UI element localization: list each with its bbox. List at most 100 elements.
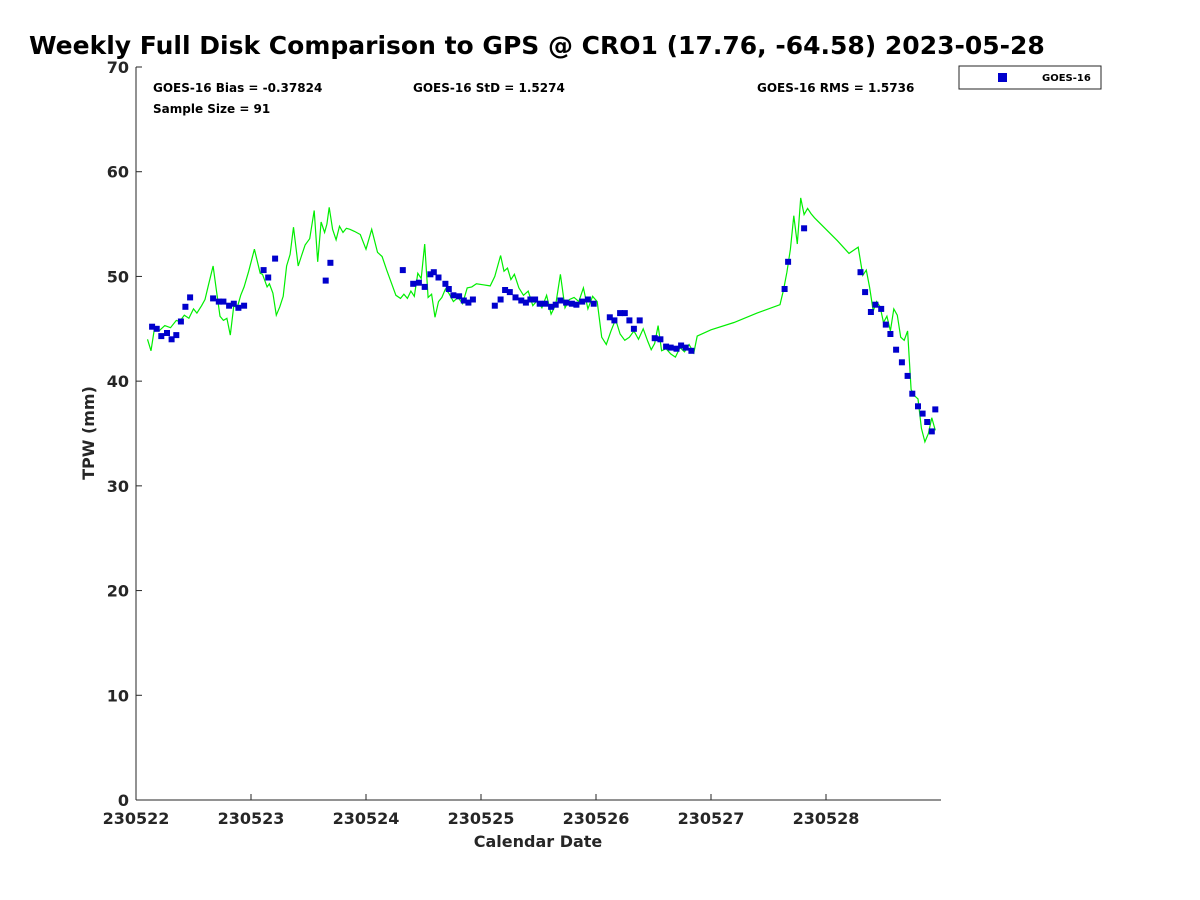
goes16-point [149, 323, 156, 330]
goes16-point [450, 292, 457, 299]
legend-marker [998, 73, 1007, 82]
legend: GOES-16 [958, 65, 1102, 90]
chart-title: Weekly Full Disk Comparison to GPS @ CRO… [29, 31, 1045, 60]
goes16-point [552, 301, 559, 308]
goes16-point [265, 274, 272, 281]
goes16-point [928, 428, 935, 435]
stat-bias: GOES-16 Bias = -0.37824 [153, 81, 322, 95]
goes16-point [173, 332, 180, 339]
goes16-scatter-series [149, 225, 939, 435]
x-tick-label: 230528 [793, 809, 860, 828]
y-tick-label: 30 [107, 477, 129, 496]
goes16-point [904, 372, 911, 379]
goes16-point [153, 325, 160, 332]
x-tick-label: 230527 [678, 809, 745, 828]
y-tick-label: 20 [107, 582, 129, 601]
goes16-point [785, 258, 792, 265]
y-tick-label: 40 [107, 372, 129, 391]
goes16-point [630, 325, 637, 332]
goes16-point [322, 277, 329, 284]
goes16-point [518, 297, 525, 304]
goes16-point [611, 317, 618, 324]
goes16-point [260, 267, 267, 274]
y-tick-label: 60 [107, 163, 129, 182]
goes16-point [182, 303, 189, 310]
goes16-point [678, 342, 685, 349]
goes16-point [415, 279, 422, 286]
goes16-point [235, 304, 242, 311]
goes16-point [801, 225, 808, 232]
x-tick-label: 230522 [103, 809, 170, 828]
goes16-point [536, 300, 543, 307]
goes16-point [590, 300, 597, 307]
y-axis-ticks: 0 10 20 30 40 50 60 70 [107, 58, 142, 810]
goes16-point [898, 359, 905, 366]
y-tick-label: 10 [107, 686, 129, 705]
goes16-point [215, 298, 222, 305]
goes16-point [445, 286, 452, 292]
goes16-point [210, 295, 217, 302]
x-tick-label: 230524 [333, 809, 400, 828]
goes16-point [220, 298, 227, 305]
goes16-point [568, 300, 575, 307]
goes16-point [327, 259, 334, 266]
goes16-point [893, 346, 900, 353]
goes16-point [919, 410, 926, 417]
goes16-point [857, 269, 864, 276]
goes16-point [882, 321, 889, 328]
goes16-point [512, 294, 519, 301]
goes16-point [915, 403, 921, 410]
goes16-point [924, 419, 931, 425]
goes16-point [527, 296, 534, 303]
goes16-point [579, 298, 586, 305]
y-axis-label: TPW (mm) [79, 386, 98, 480]
goes16-point [410, 280, 417, 287]
goes16-point [187, 294, 194, 301]
legend-box [958, 65, 1102, 90]
y-tick-label: 70 [107, 58, 129, 77]
goes16-point [867, 309, 874, 315]
goes16-point [909, 390, 916, 397]
y-tick-label: 50 [107, 267, 129, 286]
goes16-point [878, 305, 885, 312]
goes16-point [399, 267, 406, 274]
goes16-point [421, 283, 428, 290]
goes16-point [872, 301, 879, 308]
stat-std: GOES-16 StD = 1.5274 [413, 81, 565, 95]
x-axis-ticks: 230522 230523 230524 230525 230526 230527 2305… [103, 794, 860, 828]
goes16-point [502, 287, 509, 293]
goes16-point [617, 310, 624, 317]
x-axis-label: Calendar Date [474, 832, 603, 851]
x-tick-label: 230526 [563, 809, 630, 828]
x-tick-label: 230523 [218, 809, 285, 828]
goes16-point [781, 286, 788, 292]
goes16-point [584, 296, 591, 303]
goes16-point [460, 297, 467, 304]
goes16-point [491, 302, 498, 309]
goes16-point [177, 318, 184, 325]
x-tick-label: 230525 [448, 809, 515, 828]
goes16-point [241, 302, 248, 309]
goes16-point [657, 336, 664, 343]
goes16-point [682, 344, 689, 351]
goes16-point [626, 317, 633, 324]
goes16-point [563, 299, 570, 306]
goes16-point [430, 269, 437, 276]
goes16-point [651, 335, 658, 342]
goes16-point [606, 314, 613, 321]
goes16-point [158, 333, 165, 340]
gps-line-series [146, 197, 936, 444]
goes16-point [272, 255, 279, 262]
goes16-point [532, 296, 539, 303]
goes16-point [932, 406, 939, 413]
goes16-point [636, 317, 643, 324]
goes16-point [688, 347, 695, 354]
goes16-point [548, 303, 555, 310]
goes16-point [164, 330, 170, 336]
goes16-point [506, 289, 513, 296]
gps-line [146, 197, 936, 444]
goes16-point [522, 299, 529, 306]
goes16-point [230, 300, 237, 307]
stat-rms: GOES-16 RMS = 1.5736 [757, 81, 914, 95]
